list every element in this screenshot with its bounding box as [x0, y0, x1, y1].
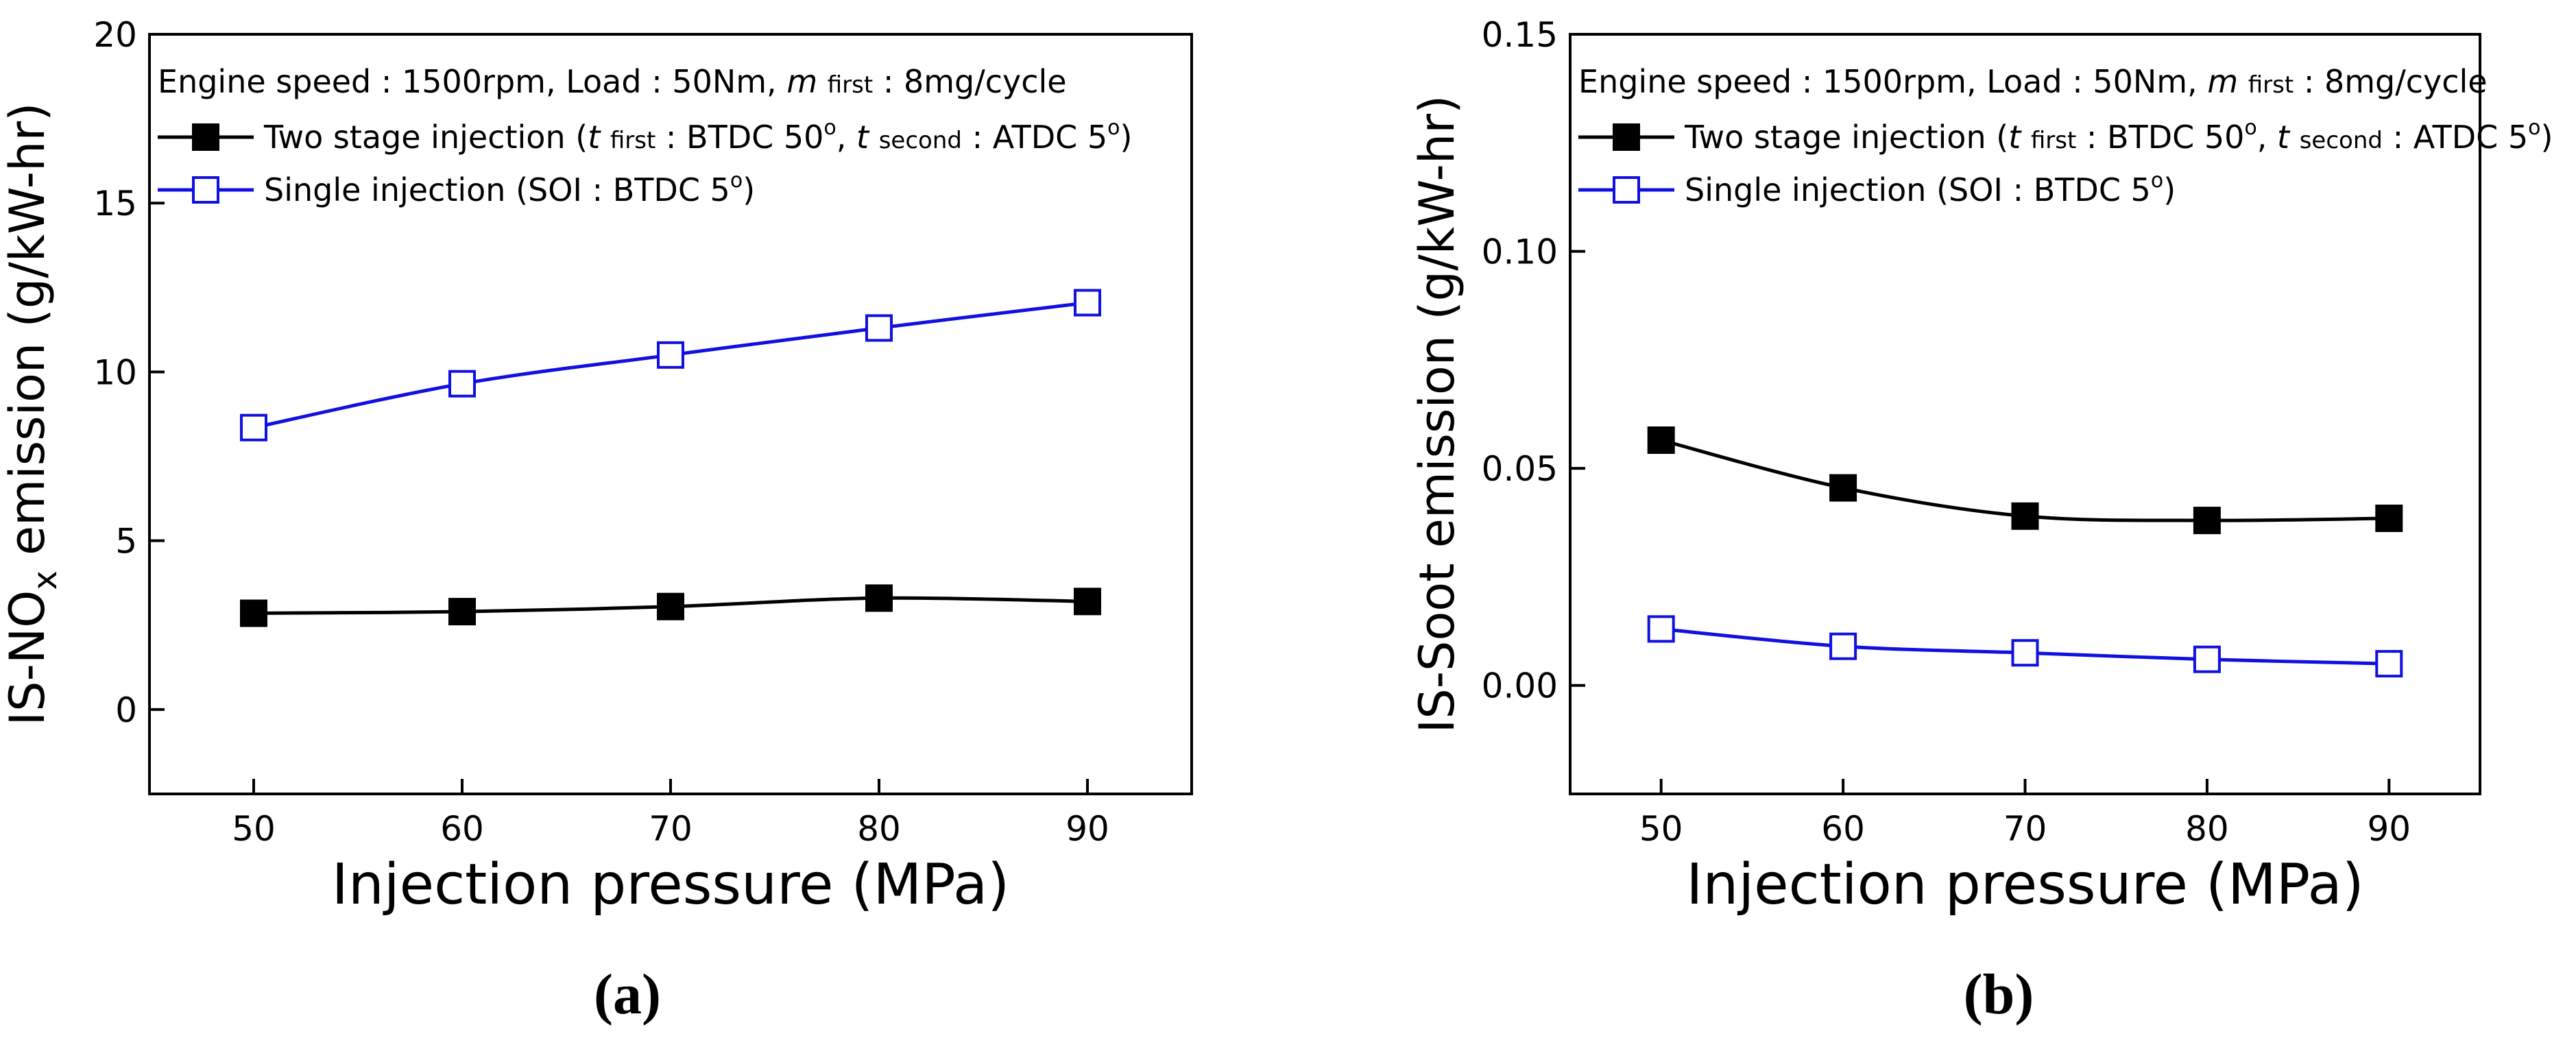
y-tick-label: 10: [93, 352, 137, 392]
y-tick-label: 0.00: [1482, 666, 1558, 706]
legend-entry-single-injection: Single injection (SOI : BTDC 5o): [158, 169, 755, 208]
legend: Engine speed : 1500rpm, Load : 50Nm, m f…: [1578, 63, 2553, 208]
data-point: [657, 592, 684, 620]
x-tick-label: 90: [2367, 809, 2411, 849]
x-axis-label: Injection pressure (MPa): [1686, 852, 2364, 917]
x-tick-label: 90: [1066, 809, 1109, 849]
data-point: [2011, 502, 2039, 530]
x-tick-label: 60: [1821, 809, 1865, 849]
data-point: [448, 370, 476, 398]
legend-entry-two-stage-injection: Two stage injection (t first : BTDC 50o,…: [1578, 116, 2553, 156]
legend-marker: [192, 123, 219, 151]
data-point: [1647, 426, 1675, 454]
legend-entry-single-injection: Single injection (SOI : BTDC 5o): [1578, 169, 2176, 208]
data-point: [2375, 650, 2403, 678]
x-axis-label: Injection pressure (MPa): [332, 852, 1010, 917]
series-single-injection: [1647, 615, 2403, 678]
data-point: [448, 598, 476, 626]
y-tick-label: 5: [115, 522, 137, 562]
data-point: [657, 341, 684, 369]
data-point: [2011, 639, 2039, 667]
y-tick-label: 0: [115, 690, 137, 730]
chart-panel-a: 50 60 70 80 90 0 5 10 15 20 Injection pressure (MP…: [0, 15, 1193, 1026]
legend-label: Two stage injection (t first : BTDC 50o,…: [263, 116, 1132, 156]
data-point: [865, 584, 893, 612]
legend-marker: [192, 176, 219, 204]
data-point: [865, 314, 893, 342]
series-single-injection: [240, 289, 1101, 442]
legend: Engine speed : 1500rpm, Load : 50Nm, m f…: [158, 63, 1132, 208]
panel-label: (b): [1964, 963, 2034, 1026]
legend-entry-two-stage-injection: Two stage injection (t first : BTDC 50o,…: [158, 116, 1132, 156]
data-point: [2193, 507, 2221, 535]
data-point: [240, 413, 267, 442]
legend-header: Engine speed : 1500rpm, Load : 50Nm, m f…: [1578, 63, 2488, 100]
x-tick-label: 80: [857, 809, 901, 849]
y-tick-label: 0.05: [1482, 449, 1558, 489]
legend-label: Single injection (SOI : BTDC 5o): [1685, 169, 2176, 208]
x-tick-label: 60: [440, 809, 484, 849]
x-tick-label: 50: [1639, 809, 1683, 849]
x-tick-label: 80: [2185, 809, 2229, 849]
data-point: [1829, 632, 1857, 660]
y-axis-label: IS-NOx emission (g/kW-hr): [0, 103, 64, 726]
series-two-stage-injection: [240, 584, 1101, 627]
y-tick-label: 0.15: [1482, 15, 1558, 55]
series-two-stage-injection: [1647, 426, 2403, 535]
chart-panel-b: 50 60 70 80 90 0.00 0.05 0.10 0.15 Injection pres…: [1409, 15, 2553, 1026]
y-tick-label: 20: [93, 15, 137, 55]
legend-marker: [1613, 176, 1640, 204]
y-axis-label: IS-Soot emission (g/kW-hr): [1409, 95, 1465, 734]
y-tick-label: 15: [93, 184, 137, 224]
legend-header: Engine speed : 1500rpm, Load : 50Nm, m f…: [158, 63, 1067, 100]
panel-label: (a): [594, 963, 661, 1026]
data-point: [1829, 474, 1857, 502]
x-tick-label: 70: [2003, 809, 2047, 849]
legend-label: Single injection (SOI : BTDC 5o): [264, 169, 755, 208]
legend-marker: [1613, 123, 1640, 151]
data-point: [1074, 289, 1101, 317]
data-point: [2193, 645, 2221, 673]
data-point: [240, 599, 267, 627]
y-tick-label: 0.10: [1482, 232, 1558, 272]
legend-label: Two stage injection (t first : BTDC 50o,…: [1684, 116, 2553, 156]
data-point: [1647, 615, 1675, 643]
data-point: [1074, 588, 1101, 616]
x-tick-label: 70: [649, 809, 693, 849]
data-point: [2375, 505, 2403, 532]
x-tick-label: 50: [232, 809, 276, 849]
